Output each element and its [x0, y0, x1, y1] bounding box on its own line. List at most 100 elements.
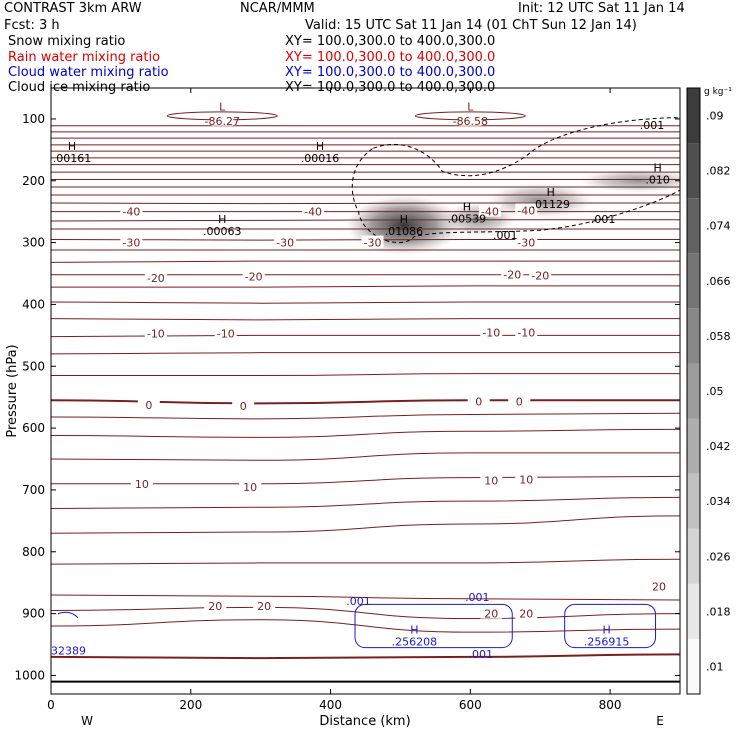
snow-shade-east: [485, 182, 596, 219]
extremum-mark: L: [467, 100, 474, 113]
isotherm-label-bg: [302, 204, 325, 217]
colorbar-segment: [687, 528, 700, 584]
field-cloudwater-xy: XY= 100.0,300.0 to 400.0,300.0: [285, 65, 496, 80]
isotherm-line: [51, 515, 680, 534]
extremum-mark: H: [218, 213, 226, 226]
colorbar-segment: [687, 308, 700, 364]
extremum-mark: H: [410, 623, 418, 636]
isotherm-label: -30: [276, 237, 294, 250]
isotherm-label: 10: [519, 473, 533, 486]
isotherm-label-bg: [274, 235, 297, 248]
extremum-mark: H: [547, 186, 555, 199]
isotherm-label: 20: [519, 608, 533, 621]
isotherm-line: [51, 260, 680, 263]
x-tick-label: 800: [599, 698, 622, 712]
extremum-mark: H: [400, 213, 408, 226]
isotherm-line: [51, 219, 680, 222]
colorbar-level-label: .026: [706, 550, 731, 563]
isotherm-line: [51, 619, 680, 633]
isotherm-label: -30: [122, 237, 140, 250]
field-cloudwater-name: Cloud water mixing ratio: [8, 65, 169, 80]
y-tick-label: 500: [22, 359, 45, 373]
colorbar-level-label: .01: [706, 660, 724, 673]
colorbar-level-label: .074: [706, 220, 731, 233]
cloud-water-contour-east: [564, 603, 657, 649]
extremum-value: .00539: [448, 212, 487, 225]
isotherm-label-bg: [480, 606, 503, 619]
isotherm-label-bg: [239, 479, 262, 492]
isotherm-label: -20: [531, 269, 549, 282]
isotherm-label: -10: [217, 327, 235, 340]
isotherm-line: [51, 428, 680, 438]
isotherm-label: -20: [503, 269, 521, 282]
colorbar-level-label: .09: [706, 110, 724, 123]
isotherm-label-bg: [501, 267, 524, 280]
isotherm-label-bg: [480, 325, 503, 338]
isotherm-label-bg: [120, 204, 143, 217]
isotherm-label: 20: [257, 600, 271, 613]
isotherm-label-bg: [242, 269, 265, 282]
isotherm-label: 10: [243, 481, 257, 494]
isotherm-line: [51, 301, 680, 304]
model-label: CONTRAST 3km ARW: [4, 1, 142, 16]
y-tick-label: 1000: [14, 668, 45, 682]
colorbar-level-label: .066: [706, 275, 731, 288]
y-tick-label: 100: [22, 112, 45, 126]
isotherm-line: [51, 496, 680, 509]
isotherm-label: 0: [240, 400, 247, 413]
colorbar-segment: [687, 638, 700, 694]
isotherm-label-bg: [515, 325, 538, 338]
isotherm-label: -40: [481, 206, 499, 219]
isotherm-line: [51, 285, 680, 288]
cloud-ice-label: .001: [591, 213, 616, 226]
colorbar-level-label: .058: [706, 330, 731, 343]
isotherm-label-bg: [214, 326, 237, 339]
colorbar-level-label: .042: [706, 440, 731, 453]
isotherm-label: -40: [122, 206, 140, 219]
isotherm-label-bg: [120, 235, 143, 248]
isotherm-label-bg: [232, 398, 255, 411]
cloud-water-label: .001: [346, 595, 371, 608]
colorbar-segment: [687, 253, 700, 309]
init-label: Init: 12 UTC Sat 11 Jan 14: [518, 1, 685, 16]
isotherm-label: -86.58: [453, 115, 488, 128]
colorbar-segment: [687, 473, 700, 529]
isotherm-label-bg: [361, 235, 384, 248]
isotherm-label: 10: [135, 478, 149, 491]
isotherm-label: 10: [484, 475, 498, 488]
isotherm-line: [51, 352, 680, 355]
extremum-mark: H: [463, 200, 471, 213]
extremum-value: .01129: [531, 198, 570, 211]
isotherm-label: 20: [652, 580, 666, 593]
isotherm-label-bg: [515, 203, 538, 216]
isotherm-label-bg: [459, 113, 482, 126]
isotherm-line: [51, 373, 680, 377]
isotherm-label: -40: [517, 204, 535, 217]
extremum-mark: H: [316, 140, 324, 153]
plot-frame: [50, 87, 681, 695]
extremum-value: .010: [645, 173, 670, 186]
isotherm-label-bg: [204, 599, 227, 612]
y-tick-label: 700: [22, 483, 45, 497]
isotherm-label: -10: [147, 327, 165, 340]
isotherm-label-bg: [467, 394, 490, 407]
y-tick-label: 300: [22, 236, 45, 250]
extremum-value: .00161: [53, 152, 92, 165]
isotherm-label-bg: [480, 473, 503, 486]
extremum-value: .00063: [203, 225, 242, 238]
x-tick-label: 600: [459, 698, 482, 712]
colorbar-segment: [687, 363, 700, 419]
isotherm-label: -10: [482, 326, 500, 339]
y-tick-label: 600: [22, 421, 45, 435]
field-rain-xy: XY= 100.0,300.0 to 400.0,300.0: [285, 50, 496, 65]
isotherm-label: 0: [475, 396, 482, 409]
colorbar-level-label: .018: [706, 605, 731, 618]
extremum-value: .00016: [301, 152, 340, 165]
y-tick-label: 900: [22, 607, 45, 621]
isotherm-label-bg: [508, 394, 531, 407]
cloud-water-label: 32389: [51, 645, 86, 658]
fcst-label: Fcst: 3 h: [4, 18, 60, 33]
isotherm-line: [51, 653, 680, 660]
x-end-west: W: [81, 714, 93, 728]
